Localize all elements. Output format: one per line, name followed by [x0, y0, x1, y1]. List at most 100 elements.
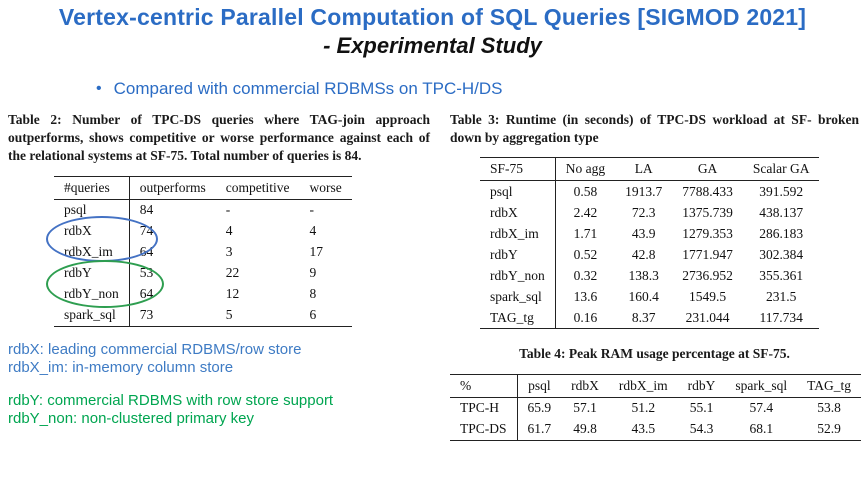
column-header: No agg — [565, 161, 606, 177]
table2: #queries outperforms competitive worse psql… — [54, 175, 352, 327]
cell-value: 49.8 — [573, 421, 597, 437]
cell-value: 7788.433 — [682, 183, 733, 199]
cell-value: 22 — [225, 265, 240, 281]
cell-value: 43.5 — [631, 421, 656, 437]
cell-value: 51.2 — [631, 400, 656, 416]
row-label: rdbY — [480, 244, 556, 266]
cell-value: 355.361 — [759, 267, 804, 283]
row-label: rdbY_non — [480, 265, 556, 287]
cell-value: 2.42 — [573, 204, 598, 220]
legend-rdbx-im: rdbX_im: in-memory column store — [8, 358, 234, 376]
cell-value: 0.52 — [573, 246, 598, 262]
row-label: spark_sql — [480, 286, 556, 308]
column-header: worse — [309, 179, 342, 195]
cell-value: 231.5 — [765, 288, 797, 304]
legend-rdby: rdbY: commercial RDBMS with row store su… — [8, 391, 334, 409]
page-title: Vertex-centric Parallel Computation of S… — [58, 4, 807, 30]
cell-value: 57.4 — [749, 400, 774, 416]
table-row: rdbY_non 64 12 8 — [54, 283, 352, 305]
table-row: rdbX_im 64 3 17 — [54, 241, 352, 263]
cell-value: 74 — [139, 223, 154, 239]
table-row: rdbY 0.52 42.8 1771.947 302.384 — [480, 244, 819, 266]
cell-value: - — [225, 202, 231, 218]
row-label: rdbY — [54, 262, 130, 284]
cell-value: 1771.947 — [682, 246, 733, 262]
cell-value: 2736.952 — [682, 267, 733, 283]
cell-value: 1913.7 — [625, 183, 663, 199]
column-header: outperforms — [139, 179, 206, 195]
cell-value: 391.592 — [759, 183, 804, 199]
cell-value: 61.7 — [527, 421, 552, 437]
content-columns: Table 2: Number of TPC-DS queries where … — [0, 111, 865, 441]
row-label: TPC-DS — [450, 418, 518, 441]
cell-value: 42.8 — [631, 246, 656, 262]
cell-value: 302.384 — [759, 246, 804, 262]
cell-value: 160.4 — [628, 288, 659, 304]
table-header-row: SF-75 No agg LA GA Scalar GA — [480, 157, 820, 181]
right-column: Table 3: Runtime (in seconds) of TPC-DS … — [436, 111, 865, 441]
cell-value: 0.58 — [573, 183, 598, 199]
row-label: psql — [54, 199, 130, 221]
cell-value: 53 — [139, 265, 154, 281]
cell-value: 73 — [139, 307, 154, 323]
row-label: TAG_tg — [480, 307, 556, 329]
cell-value: 3 — [225, 244, 233, 260]
cell-value: 1279.353 — [682, 225, 733, 241]
legend-rdby-non: rdbY_non: non-clustered primary key — [8, 409, 254, 427]
table-row: psql 0.58 1913.7 7788.433 391.592 — [480, 180, 819, 203]
bullet-point: • Compared with commercial RDBMSs on TPC… — [96, 79, 865, 99]
cell-value: 1375.739 — [682, 204, 733, 220]
cell-value: - — [309, 202, 314, 218]
table2-caption: Table 2: Number of TPC-DS queries where … — [8, 112, 430, 164]
column-header: psql — [528, 377, 551, 393]
column-header: rdbX — [571, 377, 599, 393]
table4: % psql rdbX rdbX_im rdbY spark_sql TAG_tg TPC-… — [450, 373, 862, 441]
cell-value: 65.9 — [527, 400, 552, 416]
left-column: Table 2: Number of TPC-DS queries where … — [0, 111, 436, 441]
cell-value: 84 — [139, 202, 154, 218]
table-row: rdbX 2.42 72.3 1375.739 438.137 — [480, 202, 819, 224]
table-row: rdbX_im 1.71 43.9 1279.353 286.183 — [480, 223, 819, 245]
column-header: SF-75 — [480, 157, 556, 181]
row-label: rdbY_non — [54, 283, 130, 305]
cell-value: 0.32 — [573, 267, 598, 283]
table-row: spark_sql 73 5 6 — [54, 304, 352, 327]
cell-value: 52.9 — [817, 421, 841, 437]
table-header-row: #queries outperforms competitive worse — [54, 176, 352, 200]
column-header: rdbX_im — [618, 377, 668, 393]
table4-caption: Table 4: Peak RAM usage percentage at SF… — [519, 346, 790, 362]
cell-value: 53.8 — [817, 400, 841, 416]
table-row: rdbX 74 4 4 — [54, 220, 352, 242]
cell-value: 138.3 — [628, 267, 659, 283]
column-header: TAG_tg — [807, 377, 852, 393]
table-row: rdbY_non 0.32 138.3 2736.952 355.361 — [480, 265, 819, 287]
cell-value: 17 — [309, 244, 323, 260]
cell-value: 12 — [225, 286, 240, 302]
cell-value: 8.37 — [631, 309, 656, 325]
cell-value: 4 — [309, 223, 317, 239]
cell-value: 54.3 — [689, 421, 714, 437]
column-header: LA — [634, 161, 653, 177]
row-label: rdbX — [54, 220, 130, 242]
cell-value: 438.137 — [759, 204, 804, 220]
table2-container: #queries outperforms competitive worse psql… — [46, 175, 384, 327]
column-header: % — [450, 374, 518, 398]
column-header: competitive — [225, 179, 290, 195]
row-label: TPC-H — [450, 397, 518, 419]
row-label: rdbX — [480, 202, 556, 224]
table-header-row: % psql rdbX rdbX_im rdbY spark_sql TAG_tg — [450, 374, 862, 398]
table-row: spark_sql 13.6 160.4 1549.5 231.5 — [480, 286, 819, 308]
cell-value: 64 — [139, 244, 154, 260]
legend-rdbx: rdbX: leading commercial RDBMS/row store — [8, 340, 302, 358]
table-row: psql 84 - - — [54, 199, 352, 221]
bullet-text: Compared with commercial RDBMSs on TPC-H… — [113, 79, 503, 98]
cell-value: 286.183 — [759, 225, 804, 241]
column-header: #queries — [54, 176, 130, 200]
cell-value: 8 — [309, 286, 317, 302]
table-row: TAG_tg 0.16 8.37 231.044 117.734 — [480, 307, 819, 329]
cell-value: 68.1 — [749, 421, 774, 437]
column-header: Scalar GA — [752, 161, 810, 177]
legend-blue-block: rdbX: leading commercial RDBMS/row store… — [8, 341, 430, 376]
table-row: rdbY 53 22 9 — [54, 262, 352, 284]
cell-value: 1.71 — [573, 225, 598, 241]
